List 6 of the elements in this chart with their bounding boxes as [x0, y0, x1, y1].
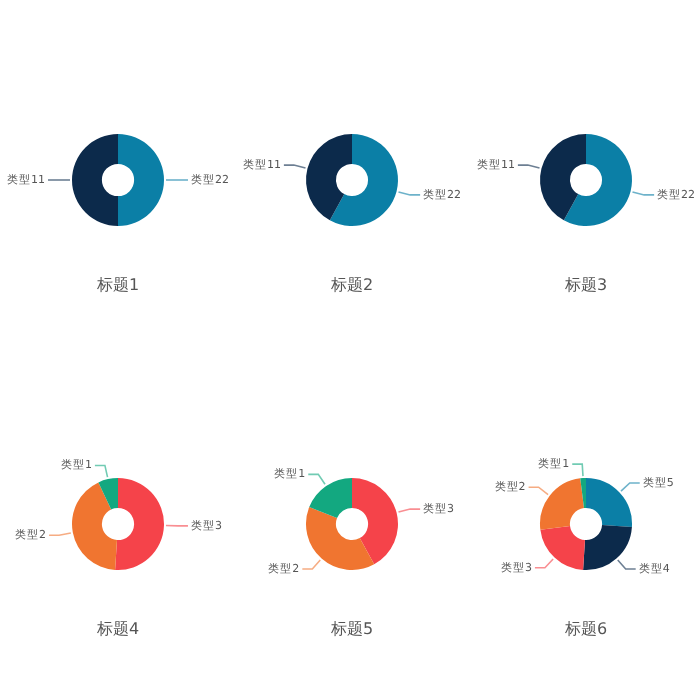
text: 标题3: [562, 274, 610, 296]
text: 标题6: [562, 618, 610, 640]
text: 标题4: [94, 618, 142, 640]
text: 标题1: [94, 274, 142, 296]
text: 标题2: [328, 274, 376, 296]
text: 标题5: [328, 618, 376, 640]
